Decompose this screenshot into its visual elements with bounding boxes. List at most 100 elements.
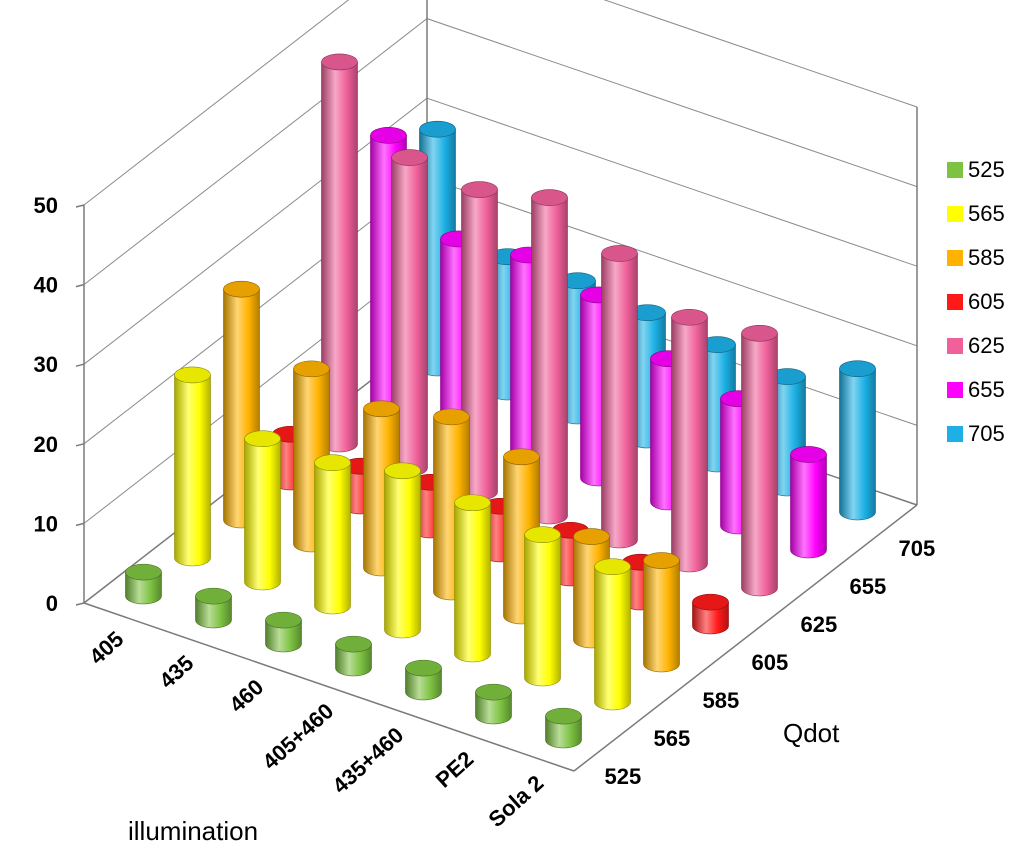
gridline <box>83 0 918 206</box>
bar-565-435 <box>244 430 281 591</box>
bar-top <box>223 280 260 298</box>
gridline <box>83 18 918 285</box>
bar-body <box>524 534 561 687</box>
z-tick-label: 585 <box>703 688 740 713</box>
bar-top <box>125 563 162 581</box>
bar-body <box>594 566 631 711</box>
x-axis-line <box>83 602 575 772</box>
legend-swatch <box>947 382 963 398</box>
bar-525-460 <box>265 611 302 653</box>
bar-625-405 <box>321 53 358 453</box>
y-tick-label: 10 <box>34 511 58 536</box>
bar-top <box>405 659 442 677</box>
z-tick-label: 655 <box>850 574 887 599</box>
bar-top <box>692 593 729 611</box>
bar-top <box>244 430 281 448</box>
y-tick-mark <box>75 363 85 367</box>
y-tick-mark <box>75 204 85 208</box>
bar-body <box>671 316 708 573</box>
bar-body <box>839 368 876 521</box>
y-tick-mark <box>75 522 85 527</box>
bar-body <box>314 462 351 615</box>
bar-525-435 <box>195 587 232 629</box>
bar-body <box>244 438 281 591</box>
legend-label: 565 <box>968 201 1005 226</box>
y-tick-label: 40 <box>34 273 58 298</box>
bar-top <box>741 324 778 342</box>
bar-top <box>573 528 610 545</box>
chart-bars <box>125 53 876 749</box>
bar-top <box>671 308 708 326</box>
legend: 525 565 585 605 625 655 705 <box>947 157 1005 446</box>
legend-swatch <box>947 294 963 310</box>
z-tick-label: 625 <box>801 612 838 637</box>
bar-top <box>314 454 351 472</box>
bar-705-Sola 2 <box>839 360 876 521</box>
bar-top <box>461 181 498 198</box>
bar-625-Sola 2 <box>741 324 778 597</box>
bar-top <box>545 707 582 725</box>
z-tick-label: 565 <box>654 726 691 751</box>
legend-label: 585 <box>968 245 1005 270</box>
bar-top <box>195 587 232 605</box>
bar-top <box>433 408 470 426</box>
bar-top <box>454 494 491 512</box>
bar-565-460 <box>314 454 351 615</box>
z-axis-line <box>573 504 918 772</box>
bar-top <box>503 448 540 466</box>
bar-body <box>475 691 512 725</box>
legend-label: 655 <box>968 377 1005 402</box>
z-tick-label: 605 <box>752 650 789 675</box>
legend-label: 705 <box>968 421 1005 446</box>
bar-top <box>265 611 302 629</box>
x-tick-label: PE2 <box>431 746 479 792</box>
bar-655-Sola 2 <box>790 446 827 559</box>
legend-swatch <box>947 426 963 442</box>
y-tick-label: 50 <box>34 193 58 218</box>
bar-625-PE2 <box>671 308 708 573</box>
bar-body <box>384 470 421 639</box>
x-tick-label: 405+460 <box>258 698 339 774</box>
y-tick-label: 0 <box>46 591 58 616</box>
bar-top <box>531 189 568 206</box>
bar-top <box>839 360 876 378</box>
bar-top <box>321 53 358 71</box>
bar-605-Sola 2 <box>692 593 729 635</box>
legend-swatch <box>947 338 963 354</box>
bar-body <box>643 560 680 673</box>
x-tick-label: 460 <box>224 674 268 717</box>
y-tick-mark <box>75 283 85 288</box>
bar-565-Sola 2 <box>594 558 631 711</box>
legend-label: 605 <box>968 289 1005 314</box>
bar-top <box>594 558 631 575</box>
legend-swatch <box>947 250 963 266</box>
z-tick-label: 525 <box>605 764 642 789</box>
bar-top <box>790 446 827 463</box>
bar-565-405 <box>174 366 211 567</box>
y-tick-label: 20 <box>34 432 58 457</box>
bar-525-405 <box>125 563 162 605</box>
legend-swatch <box>947 162 963 178</box>
bar-top <box>475 683 512 701</box>
bar-body <box>335 643 372 677</box>
bar-body <box>195 595 232 629</box>
bar-top <box>174 366 211 384</box>
bar-565-PE2 <box>524 526 561 687</box>
bar-body <box>454 502 491 663</box>
x-tick-label: Sola 2 <box>483 770 548 832</box>
y-tick-label: 30 <box>34 352 58 377</box>
z-tick-label: 705 <box>899 536 936 561</box>
bar-body <box>601 253 638 549</box>
y-axis-ticks: 0 10 20 30 40 50 <box>34 193 85 616</box>
bar-525-PE2 <box>475 683 512 725</box>
bar-top <box>363 400 400 418</box>
legend-label: 525 <box>968 157 1005 182</box>
bar-top <box>335 635 372 653</box>
bar-body <box>125 571 162 605</box>
x-axis-title: illumination <box>128 816 258 843</box>
z-axis-title: Qdot <box>783 718 840 748</box>
x-tick-label: 435 <box>154 650 198 693</box>
bar-565-405+460 <box>384 462 421 639</box>
